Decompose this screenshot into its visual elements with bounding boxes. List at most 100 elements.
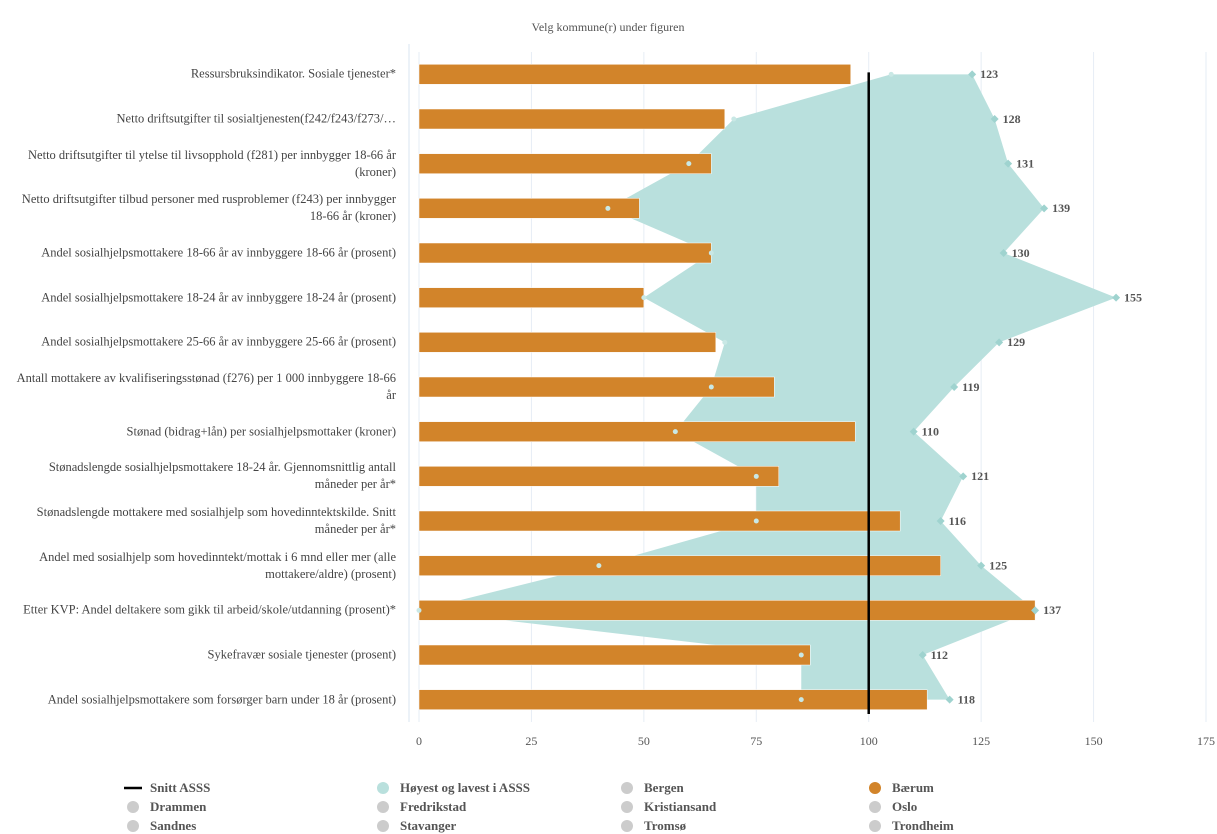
data-label: 118 bbox=[958, 692, 975, 706]
bar bbox=[418, 153, 712, 174]
legend-label[interactable]: Sandnes bbox=[150, 818, 196, 833]
bar bbox=[418, 287, 645, 308]
bar bbox=[418, 332, 717, 353]
high-marker bbox=[968, 70, 977, 79]
legend-label[interactable]: Tromsø bbox=[644, 818, 687, 833]
y-tick-label: Stønadslengde sosialhjelpsmottakere 18-2… bbox=[48, 460, 396, 492]
y-tick-label: Netto driftsutgifter til sosialtjenesten… bbox=[116, 111, 396, 126]
low-marker bbox=[416, 607, 422, 613]
legend-symbol[interactable] bbox=[377, 801, 389, 813]
legend-symbol[interactable] bbox=[621, 801, 633, 813]
y-tick-label: Andel sosialhjelpsmottakere som forsørge… bbox=[47, 692, 396, 707]
x-tick-label: 175 bbox=[1197, 734, 1215, 748]
y-tick-label: Netto driftsutgifter tilbud personer med… bbox=[21, 192, 396, 224]
high-marker bbox=[950, 383, 959, 391]
legend-label[interactable]: Trondheim bbox=[892, 818, 954, 833]
bar bbox=[418, 242, 712, 264]
high-marker bbox=[1004, 159, 1013, 168]
legend-label[interactable]: Snitt ASSS bbox=[150, 780, 210, 795]
low-marker bbox=[686, 161, 692, 167]
high-marker bbox=[945, 695, 954, 704]
low-marker bbox=[708, 384, 714, 390]
y-tick-label: Andel sosialhjelpsmottakere 18-24 år av … bbox=[41, 290, 396, 305]
bar bbox=[418, 644, 811, 666]
bar bbox=[418, 421, 856, 442]
legend-symbol[interactable] bbox=[621, 782, 633, 794]
x-tick-label: 50 bbox=[638, 734, 650, 748]
data-label: 131 bbox=[1016, 156, 1034, 170]
y-tick-label: Antall mottakere av kvalifiseringsstønad… bbox=[16, 371, 396, 402]
y-tick-label: Andel sosialhjelpsmottakere 18-66 år av … bbox=[41, 245, 396, 260]
low-marker bbox=[672, 429, 678, 435]
legend-label[interactable]: Drammen bbox=[150, 799, 207, 814]
high-marker bbox=[959, 472, 968, 481]
data-label: 112 bbox=[931, 648, 948, 662]
legend-label[interactable]: Kristiansand bbox=[644, 799, 717, 814]
x-tick-label: 100 bbox=[860, 734, 878, 748]
data-label: 121 bbox=[971, 469, 989, 483]
legend-label[interactable]: Bergen bbox=[644, 780, 684, 795]
x-tick-label: 125 bbox=[972, 734, 990, 748]
bar bbox=[418, 376, 775, 398]
legend-symbol[interactable] bbox=[377, 782, 389, 794]
x-tick-label: 0 bbox=[416, 734, 422, 748]
legend-symbol[interactable] bbox=[869, 820, 881, 832]
low-marker bbox=[888, 71, 894, 77]
data-label: 119 bbox=[962, 380, 979, 394]
x-tick-label: 25 bbox=[525, 734, 537, 748]
data-label: 128 bbox=[1003, 112, 1021, 126]
low-marker bbox=[798, 697, 804, 703]
y-tick-label: Andel med sosialhjelp som hovedinntekt/m… bbox=[39, 549, 396, 581]
high-marker bbox=[995, 338, 1004, 347]
legend-symbol[interactable] bbox=[127, 820, 139, 832]
legend-symbol[interactable] bbox=[621, 820, 633, 832]
data-label: 137 bbox=[1043, 603, 1061, 617]
legend-label[interactable]: Høyest og lavest i ASSS bbox=[400, 780, 530, 795]
legend-symbol[interactable] bbox=[869, 782, 881, 794]
y-tick-label: Sykefravær sosiale tjenester (prosent) bbox=[207, 647, 396, 662]
x-tick-label: 150 bbox=[1085, 734, 1103, 748]
bar bbox=[418, 689, 928, 710]
high-marker bbox=[936, 517, 945, 525]
low-marker bbox=[708, 250, 714, 256]
bar bbox=[418, 64, 851, 85]
high-marker bbox=[909, 427, 918, 436]
y-tick-label: Stønad (bidrag+lån) per sosialhjelpsmott… bbox=[126, 424, 396, 439]
y-tick-label: Ressursbruksindikator. Sosiale tjenester… bbox=[190, 66, 396, 81]
data-label: 125 bbox=[989, 558, 1007, 572]
y-tick-label: Andel sosialhjelpsmottakere 25-66 år av … bbox=[41, 334, 396, 349]
chart-title: Velg kommune(r) under figuren bbox=[532, 20, 685, 34]
data-label: 123 bbox=[980, 67, 998, 81]
high-marker bbox=[918, 651, 927, 659]
high-marker bbox=[1040, 204, 1049, 213]
legend-symbol[interactable] bbox=[869, 801, 881, 813]
legend-label[interactable]: Oslo bbox=[892, 799, 917, 814]
low-marker bbox=[753, 518, 759, 524]
high-marker bbox=[1112, 293, 1121, 302]
data-label: 110 bbox=[922, 424, 939, 438]
y-tick-label: Netto driftsutgifter til ytelse til livs… bbox=[28, 147, 396, 179]
low-marker bbox=[641, 295, 647, 301]
low-marker bbox=[596, 563, 602, 569]
low-marker bbox=[731, 116, 737, 122]
data-label: 116 bbox=[949, 514, 966, 528]
legend-symbol[interactable] bbox=[377, 820, 389, 832]
bar bbox=[418, 510, 901, 532]
bar bbox=[418, 466, 780, 487]
bar bbox=[418, 198, 640, 219]
high-marker bbox=[977, 561, 986, 570]
y-tick-label: Etter KVP: Andel deltakere som gikk til … bbox=[23, 602, 396, 617]
legend-label[interactable]: Fredrikstad bbox=[400, 799, 467, 814]
bar bbox=[418, 555, 941, 576]
bar bbox=[418, 600, 1036, 621]
legend-label[interactable]: Stavanger bbox=[400, 818, 457, 833]
legend-symbol[interactable] bbox=[127, 801, 139, 813]
legend-label[interactable]: Bærum bbox=[892, 780, 934, 795]
high-marker bbox=[999, 249, 1008, 257]
data-label: 155 bbox=[1124, 290, 1142, 304]
x-tick-label: 75 bbox=[750, 734, 762, 748]
low-marker bbox=[798, 652, 804, 658]
low-marker bbox=[605, 205, 611, 211]
